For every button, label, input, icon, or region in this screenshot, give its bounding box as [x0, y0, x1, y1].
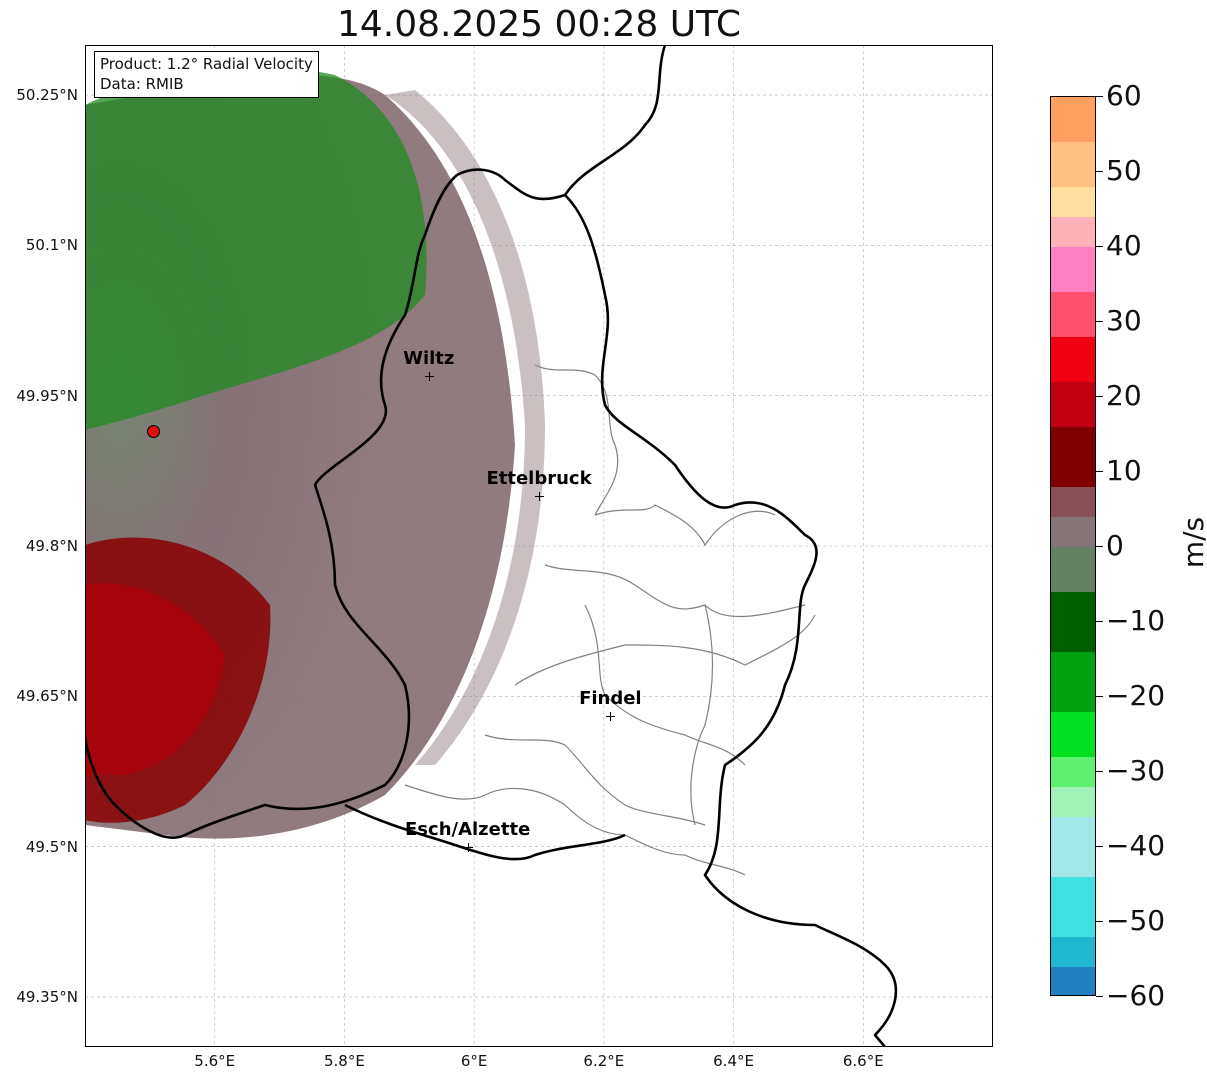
country-borders — [85, 45, 898, 1047]
lon-tick-label: 5.6°E — [194, 1052, 236, 1070]
echo-red-core — [85, 583, 225, 775]
map-title: 14.08.2025 00:28 UTC — [336, 4, 742, 45]
echo-fringe — [385, 90, 545, 765]
colorbar-segment — [1051, 967, 1095, 995]
lon-tick-label: 6.2°E — [583, 1052, 625, 1070]
radar-site-marker — [147, 424, 161, 438]
colorbar-tick — [1096, 771, 1103, 772]
echo-green-north — [85, 66, 427, 430]
colorbar-tick-label: −60 — [1106, 979, 1166, 1012]
lon-tick-label: 6°E — [460, 1052, 488, 1070]
lat-tick-label: 49.5°N — [25, 837, 78, 856]
radar-map — [85, 45, 993, 1047]
colorbar-tick-label: 60 — [1106, 79, 1142, 112]
info-product: Product: 1.2° Radial Velocity — [100, 55, 313, 73]
lat-tick-label: 50.25°N — [16, 86, 78, 105]
info-data-source: Data: RMIB — [100, 75, 184, 93]
colorbar-tick-label: 40 — [1106, 229, 1142, 262]
colorbar-tick-label: 20 — [1106, 379, 1142, 412]
colorbar-tick-label: −30 — [1106, 754, 1166, 787]
colorbar-segment — [1051, 757, 1095, 788]
colorbar-segment — [1051, 817, 1095, 878]
city-label: Wiltz — [403, 347, 455, 369]
colorbar-tick — [1096, 96, 1103, 97]
colorbar-tick — [1096, 621, 1103, 622]
colorbar-tick-label: 10 — [1106, 454, 1142, 487]
lon-tick-label: 5.8°E — [324, 1052, 365, 1070]
border-south — [344, 803, 626, 861]
colorbar-tick — [1096, 246, 1103, 247]
colorbar-segment — [1051, 937, 1095, 968]
canton-borders — [404, 364, 816, 876]
colorbar-tick — [1096, 996, 1103, 997]
city-marker — [463, 842, 473, 852]
colorbar-tick — [1096, 546, 1103, 547]
border-north-east — [456, 168, 898, 1047]
colorbar-tick — [1096, 471, 1103, 472]
colorbar-segment — [1051, 712, 1095, 758]
city-label: Findel — [579, 688, 642, 710]
colorbar-segment — [1051, 517, 1095, 548]
colorbar-tick-label: −50 — [1106, 904, 1166, 937]
city-label: Ettelbruck — [486, 467, 592, 489]
colorbar-tick — [1096, 396, 1103, 397]
colorbar-segment — [1051, 592, 1095, 653]
colorbar-segment — [1051, 217, 1095, 248]
lat-tick-label: 49.65°N — [16, 687, 78, 706]
colorbar-tick-label: 0 — [1106, 529, 1124, 562]
lat-tick-label: 49.95°N — [16, 386, 78, 405]
border-lux-east-river — [563, 45, 667, 196]
city-marker — [535, 491, 544, 501]
colorbar-segment — [1051, 292, 1095, 338]
city-marker — [606, 712, 616, 722]
colorbar-segment — [1051, 427, 1095, 488]
colorbar-segment — [1051, 247, 1095, 293]
colorbar — [1050, 96, 1096, 996]
radar-echoes — [85, 66, 545, 839]
colorbar-tick — [1096, 846, 1103, 847]
colorbar-segment — [1051, 97, 1095, 143]
colorbar-tick — [1096, 921, 1103, 922]
colorbar-segment — [1051, 382, 1095, 428]
colorbar-segment — [1051, 487, 1095, 518]
colorbar-segment — [1051, 187, 1095, 218]
lon-tick-label: 6.4°E — [713, 1052, 754, 1070]
colorbar-unit: m/s — [1177, 516, 1207, 569]
map-area[interactable] — [85, 45, 993, 1047]
colorbar-segment — [1051, 142, 1095, 188]
colorbar-tick — [1096, 321, 1103, 322]
info-box: Product: 1.2° Radial Velocity Data: RMIB — [94, 51, 319, 98]
colorbar-tick-label: 30 — [1106, 304, 1142, 337]
colorbar-segment — [1051, 547, 1095, 593]
border-west — [85, 174, 458, 839]
lat-tick-label: 50.1°N — [25, 236, 78, 255]
lat-tick-label: 49.35°N — [16, 987, 78, 1006]
colorbar-segment — [1051, 787, 1095, 818]
colorbar-tick-label: −40 — [1106, 829, 1166, 862]
city-label: Esch/Alzette — [405, 818, 531, 840]
lat-tick-label: 49.8°N — [25, 537, 78, 555]
colorbar-tick — [1096, 171, 1103, 172]
colorbar-tick-label: 50 — [1106, 154, 1142, 187]
colorbar-tick-label: −10 — [1106, 604, 1166, 637]
colorbar-segment — [1051, 337, 1095, 383]
colorbar-segment — [1051, 652, 1095, 713]
city-marker — [424, 371, 434, 381]
colorbar-tick-label: −20 — [1106, 679, 1166, 712]
lon-tick-label: 6.6°E — [842, 1052, 884, 1070]
colorbar-tick — [1096, 696, 1103, 697]
colorbar-segment — [1051, 877, 1095, 938]
